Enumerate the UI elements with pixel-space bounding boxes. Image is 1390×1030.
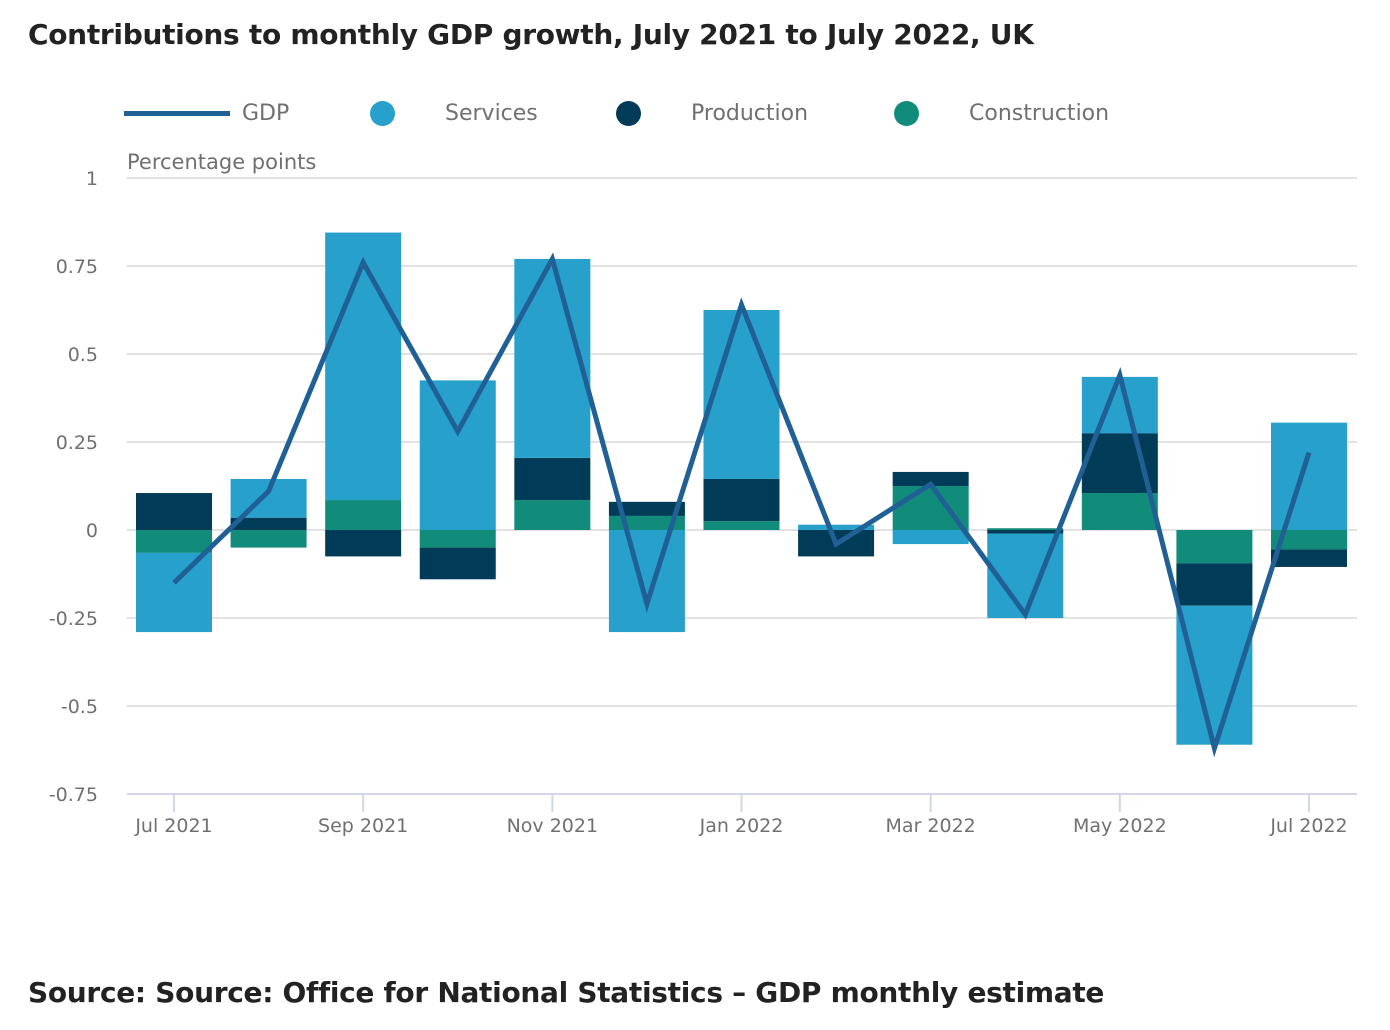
y-tick-label: 0.75 [56,256,98,278]
legend-label: Services [445,100,538,126]
bar-production [987,530,1064,534]
legend-item-production[interactable]: Production [616,90,808,136]
legend-line-icon [124,110,230,116]
bar-services [325,232,402,501]
bar-services [1176,605,1253,745]
bar-services [419,380,496,530]
bar-production [325,530,402,557]
y-tick-label: 1 [86,168,98,190]
gdp-line-layer [172,252,1312,758]
y-tick-label: -0.25 [49,608,98,630]
x-tick-label: Nov 2021 [507,815,598,837]
y-tick-label: 0 [86,520,98,542]
bar-construction [703,521,780,530]
x-tick-label: Jan 2022 [699,815,784,837]
legend-dot-icon [616,100,641,126]
legend-item-services[interactable]: Services [370,90,538,136]
x-tick-label: Sep 2021 [318,815,408,837]
legend-item-construction[interactable]: Construction [894,90,1109,136]
bar-construction [1176,530,1253,564]
bar-construction [230,530,307,548]
bar-construction [325,500,402,530]
bar-production [608,501,685,516]
y-axis-ticks: 1 0.75 0.5 0.25 0 -0.25 -0.5 -0.75 [49,168,98,806]
y-tick-label: -0.5 [61,696,98,718]
bar-services [608,530,685,633]
bar-construction [136,530,212,553]
bar-services [136,552,212,633]
x-axis: Jul 2021 Sep 2021 Nov 2021 Jan 2022 Mar 2022… [127,793,1357,837]
bar-construction [1271,530,1347,550]
chart-plot: 1 0.75 0.5 0.25 0 -0.25 -0.5 -0.75 Jul 2021 Sep … [49,168,1357,837]
bar-construction [1081,493,1158,530]
legend-item-gdp[interactable]: GDP [124,90,289,136]
source-note: Source: Source: Office for National Stat… [28,976,1105,1009]
legend-label: Production [691,100,809,126]
bar-production [1271,549,1347,567]
bar-services [703,310,780,479]
bar-construction [987,528,1064,530]
y-tick-label: 0.5 [68,344,98,366]
x-tick-label: Jul 2021 [134,815,212,837]
y-tick-label: -0.75 [49,784,98,806]
chart-title: Contributions to monthly GDP growth, Jul… [28,18,1034,51]
bar-production [892,471,969,486]
bar-services [1271,422,1347,530]
bar-production [514,457,591,501]
legend-dot-icon [894,100,919,126]
legend-label: Construction [969,100,1110,126]
bar-production [419,547,496,580]
x-tick-label: May 2022 [1073,815,1167,837]
y-tick-label: 0.25 [56,432,98,454]
x-tick-label: Jul 2022 [1269,815,1347,837]
bar-production [230,517,307,530]
legend-label: GDP [242,100,290,126]
legend-dot-icon [370,100,395,126]
legend: GDP Services Production Construction [0,90,1390,136]
bar-services [1081,376,1158,434]
y-axis-unit-label: Percentage points [127,150,317,174]
bar-services [892,530,969,545]
bar-production [136,493,212,530]
bar-services [798,524,875,530]
bar-production [1176,563,1253,606]
bar-construction [419,530,496,548]
bar-construction [514,500,591,530]
x-tick-label: Mar 2022 [886,815,976,837]
bar-production [703,478,780,522]
